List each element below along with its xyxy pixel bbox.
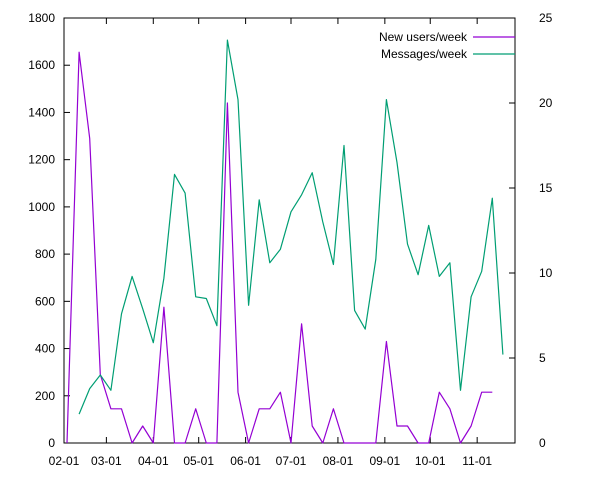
- x-tick-label: 04-01: [138, 454, 169, 468]
- x-tick-label: 08-01: [323, 454, 354, 468]
- series-lines: [66, 39, 504, 444]
- y-tick-label: 600: [35, 294, 55, 308]
- x-tick-label: 03-01: [91, 454, 122, 468]
- y2-tick-label: 10: [539, 266, 553, 280]
- x-tick-label: 06-01: [230, 454, 261, 468]
- legend: New users/week Messages/week: [379, 30, 515, 61]
- y-axis-left: 0 200 400 600 800 1000 1200 1400 1600 1800: [28, 11, 70, 450]
- y2-tick-label: 20: [539, 96, 553, 110]
- y2-tick-label: 0: [539, 436, 546, 450]
- y-axis-right: 0 5 10 15 20 25: [509, 11, 553, 450]
- y-tick-label: 0: [48, 436, 55, 450]
- y2-tick-label: 15: [539, 181, 553, 195]
- y-tick-label: 1800: [28, 11, 55, 25]
- y-tick-label: 200: [35, 389, 55, 403]
- y2-tick-label: 5: [539, 351, 546, 365]
- y-tick-label: 1000: [28, 200, 55, 214]
- y-tick-label: 1400: [28, 105, 55, 119]
- y-tick-label: 1600: [28, 58, 55, 72]
- x-tick-label: 07-01: [276, 454, 307, 468]
- legend-label-2: Messages/week: [381, 47, 468, 61]
- x-axis: 02-01 03-01 04-01 05-01 06-01 07-01 08-01 09-01…: [49, 18, 492, 468]
- x-tick-label: 05-01: [183, 454, 214, 468]
- x-tick-label: 11-01: [462, 454, 492, 468]
- y-tick-label: 400: [35, 342, 55, 356]
- y-tick-label: 1200: [28, 153, 55, 167]
- series-line-1: [66, 51, 493, 444]
- x-tick-label: 10-01: [415, 454, 446, 468]
- plot-frame: [63, 17, 516, 444]
- legend-label-1: New users/week: [379, 30, 468, 44]
- plot-border: [63, 17, 516, 444]
- y2-tick-label: 25: [539, 11, 553, 25]
- x-tick-label: 02-01: [49, 454, 80, 468]
- y-tick-label: 800: [35, 247, 55, 261]
- series-line-2: [78, 39, 504, 415]
- x-tick-label: 09-01: [369, 454, 400, 468]
